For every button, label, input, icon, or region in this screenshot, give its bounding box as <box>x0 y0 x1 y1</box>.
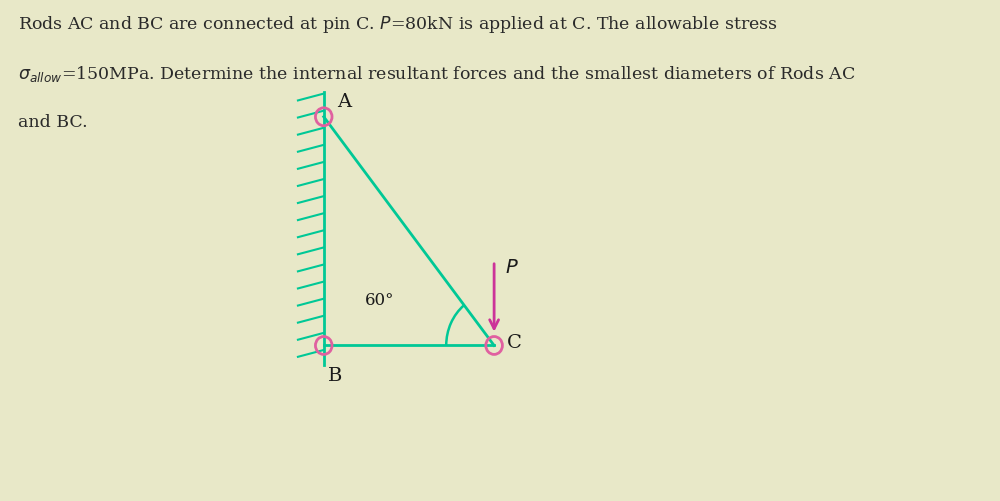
Text: 60°: 60° <box>365 292 394 309</box>
Text: and BC.: and BC. <box>18 114 88 131</box>
Text: A: A <box>337 93 351 111</box>
Text: B: B <box>328 367 343 385</box>
Text: C: C <box>507 335 522 353</box>
Text: $\sigma_{allow}$=150MPa. Determine the internal resultant forces and the smalles: $\sigma_{allow}$=150MPa. Determine the i… <box>18 64 855 84</box>
Text: Rods AC and BC are connected at pin C. $\mathit{P}$=80kN is applied at C. The al: Rods AC and BC are connected at pin C. $… <box>18 15 778 35</box>
Text: $\mathit{P}$: $\mathit{P}$ <box>505 259 519 277</box>
